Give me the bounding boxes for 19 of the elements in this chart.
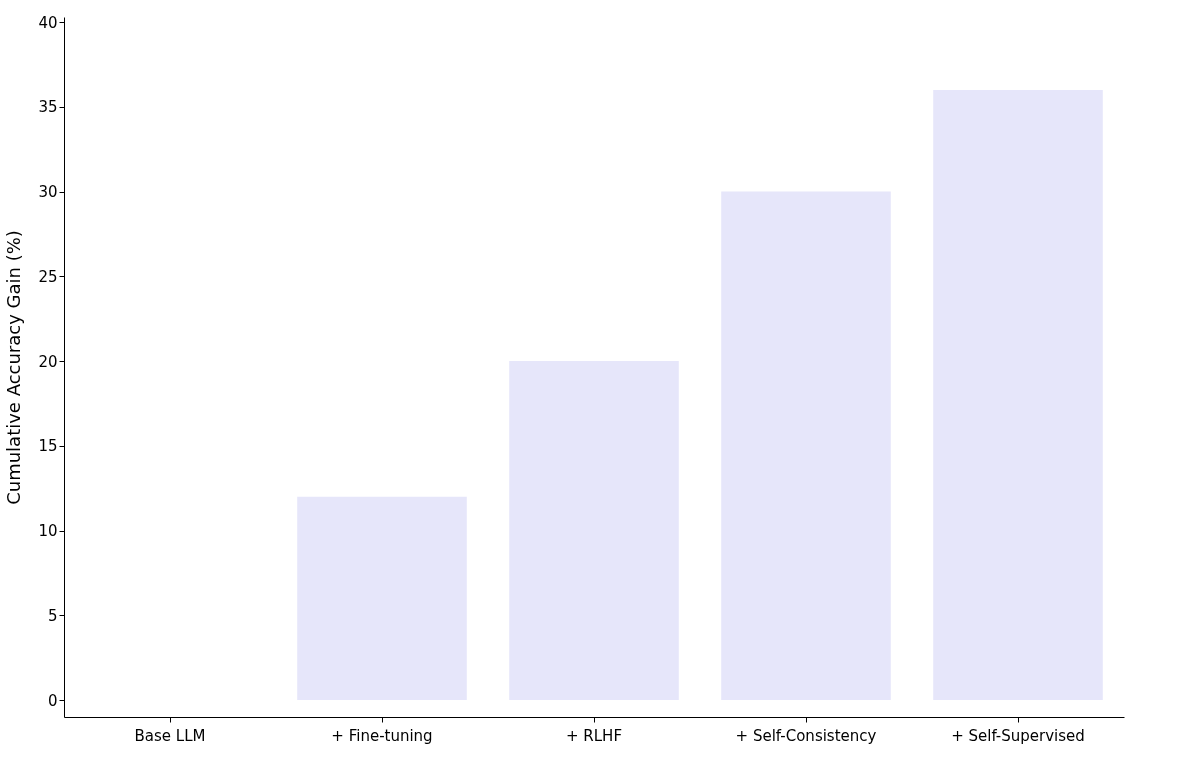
y-tick-label: 35 bbox=[38, 98, 58, 117]
y-axis-title: Cumulative Accuracy Gain (%) bbox=[3, 230, 25, 505]
y-tick-label: 30 bbox=[38, 183, 58, 202]
x-tick-label: + Fine-tuning bbox=[331, 726, 433, 745]
y-tick-label: 10 bbox=[38, 522, 58, 541]
y-tick-label: 20 bbox=[38, 352, 58, 371]
x-tick-label: + Self-Consistency bbox=[735, 726, 877, 745]
y-tick-label: 40 bbox=[38, 13, 58, 32]
y-tick-label: 25 bbox=[38, 267, 58, 286]
x-tick-label: + RLHF bbox=[565, 726, 623, 745]
bar bbox=[509, 361, 679, 701]
bar bbox=[297, 496, 467, 701]
y-tick-label: 5 bbox=[47, 606, 58, 625]
bar bbox=[721, 191, 891, 701]
bar bbox=[933, 89, 1103, 701]
y-tick-label: 15 bbox=[38, 437, 58, 456]
x-tick-label: + Self-Supervised bbox=[951, 726, 1085, 745]
x-tick-label: Base LLM bbox=[134, 726, 206, 745]
y-tick-label: 0 bbox=[47, 691, 58, 710]
